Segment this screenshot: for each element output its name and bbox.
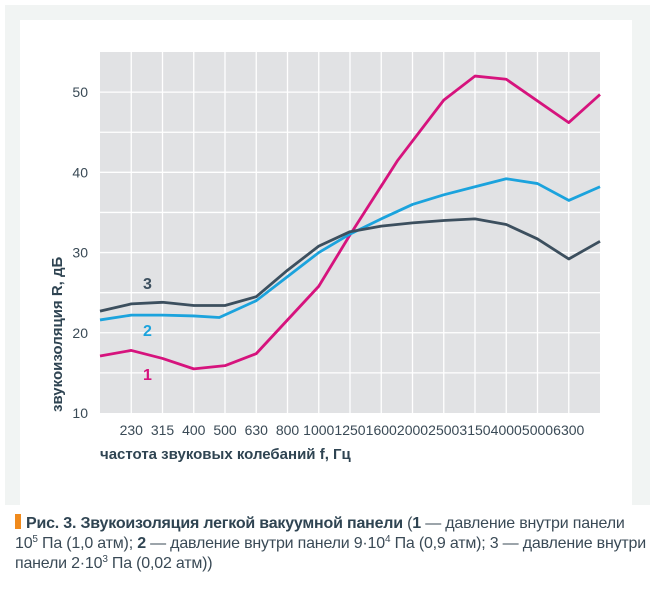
x-tick-label: 4000 — [491, 422, 522, 438]
caption-exp: 4 — [384, 534, 391, 545]
x-tick-label: 6300 — [553, 422, 584, 438]
series-line-1 — [99, 74, 601, 371]
series-label-1: 1 — [143, 367, 152, 384]
caption-text: Па (0,02 атм)) — [107, 555, 213, 572]
caption-text: Па (0,9 атм); 3 — давление внутри панели… — [15, 535, 646, 572]
figure-caption: Рис. 3. Звукоизоляция легкой вакуумной п… — [15, 514, 651, 574]
y-tick-label: 30 — [72, 245, 88, 261]
x-tick-label: 3150 — [459, 422, 490, 438]
x-tick-label: 2500 — [428, 422, 459, 438]
caption-text: — давление внутри панели 10 — [15, 515, 625, 552]
y-axis-label: звукоизоляция R, дБ — [49, 256, 66, 412]
x-tick-label: 5000 — [522, 422, 553, 438]
caption-exp: 3 — [102, 554, 108, 565]
x-ticks: 230 315 400 500 630 800 1000 1250 1600 2000 2500 31… — [120, 422, 585, 438]
caption-text: Па (1,0 атм); — [37, 535, 138, 552]
series-label-3: 3 — [143, 276, 152, 293]
series-lines — [99, 74, 601, 371]
chart: 10 20 30 40 50 230 315 400 500 630 800 1000 1250 160… — [49, 52, 601, 463]
series-line-2 — [99, 177, 601, 322]
x-tick-label: 315 — [151, 422, 175, 438]
caption-marker — [15, 514, 21, 529]
x-tick-label: 500 — [213, 422, 237, 438]
series-line-3 — [99, 217, 601, 313]
x-tick-label: 1250 — [334, 422, 365, 438]
x-tick-label: 800 — [276, 422, 300, 438]
x-tick-label: 1600 — [366, 422, 397, 438]
y-ticks: 10 20 30 40 50 — [72, 84, 88, 421]
caption-text: ( — [402, 515, 413, 532]
caption-title: Рис. 3. Звукоизоляция легкой вакуумной п… — [26, 515, 403, 532]
y-tick-label: 10 — [72, 405, 88, 421]
caption-exp: 5 — [32, 534, 38, 545]
caption-text: — давление внутри панели 9·10 — [145, 535, 385, 552]
x-tick-label: 1000 — [303, 422, 334, 438]
caption-num-2: 2 — [137, 535, 146, 552]
x-tick-label: 2000 — [397, 422, 428, 438]
y-tick-label: 50 — [72, 84, 88, 100]
x-axis-label: частота звуковых колебаний f, Гц — [100, 446, 352, 463]
series-label-2: 2 — [143, 323, 152, 340]
y-tick-label: 40 — [72, 164, 88, 180]
x-tick-label: 630 — [245, 422, 269, 438]
caption-num-1: 1 — [412, 515, 421, 532]
x-tick-label: 230 — [120, 422, 144, 438]
y-tick-label: 20 — [72, 325, 88, 341]
x-tick-label: 400 — [182, 422, 206, 438]
